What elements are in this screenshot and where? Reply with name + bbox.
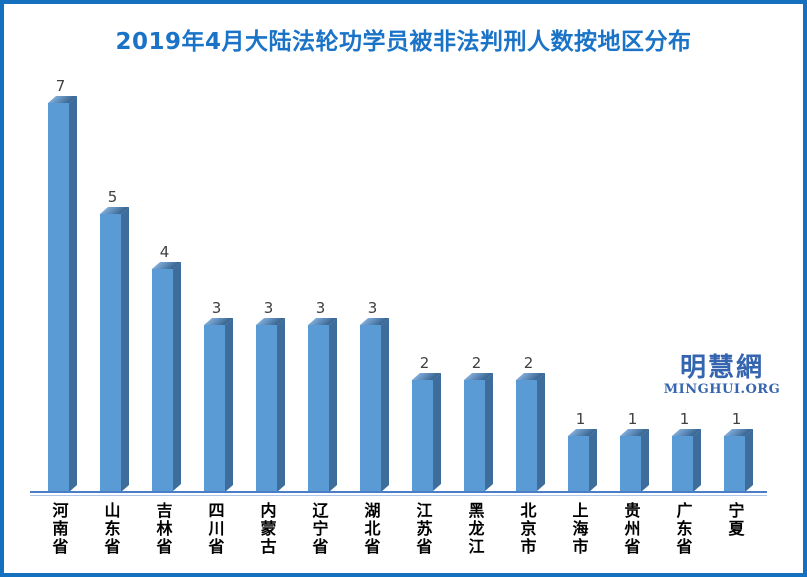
category-label-内蒙古: 内蒙古 [257,502,277,556]
bar-side-face [381,317,389,491]
bar-贵州省 [620,428,649,491]
category-label-江苏省: 江苏省 [413,502,433,556]
bar-河南省 [48,95,77,492]
bar-湖北省 [360,317,389,491]
value-label-宁夏: 1 [731,409,742,428]
category-label-北京市: 北京市 [517,502,537,556]
value-label-湖北省: 3 [367,298,378,317]
value-label-辽宁省: 3 [315,298,326,317]
value-label-广东省: 1 [679,409,690,428]
x-axis-line-shadow [30,495,767,496]
bar-山东省 [100,206,129,492]
category-label-湖北省: 湖北省 [361,502,381,556]
bar-side-face [173,261,181,491]
value-label-贵州省: 1 [627,409,638,428]
category-label-四川省: 四川省 [205,502,225,556]
bar-side-face [745,428,753,491]
value-label-北京市: 2 [523,354,534,372]
bar-side-face [225,317,233,491]
category-label-上海市: 上海市 [569,502,589,556]
value-label-内蒙古: 3 [263,298,274,317]
bar-四川省 [204,317,233,491]
minghui-watermark: 明慧網 MINGHUI.ORG [660,354,784,397]
bar-辽宁省 [308,317,337,491]
chart-title: 2019年4月大陆法轮功学员被非法判刑人数按地区分布 [115,29,692,55]
x-axis-line [30,491,767,493]
minghui-logo-cn: 明慧網 [679,353,764,383]
category-label-广东省: 广东省 [673,502,693,556]
value-label-黑龙江: 2 [471,354,482,372]
chart-canvas: 2019年4月大陆法轮功学员被非法判刑人数按地区分布 明慧網 MINGHUI.O… [4,4,803,573]
value-label-吉林省: 4 [159,243,170,261]
minghui-logo-en: MINGHUI.ORG [663,382,781,397]
bar-side-face [537,372,545,491]
bar-黑龙江 [464,372,493,491]
category-label-宁夏: 宁夏 [725,502,745,538]
category-label-黑龙江: 黑龙江 [465,502,485,556]
bar-side-face [693,428,701,491]
bar-side-face [641,428,649,491]
bar-广东省 [672,428,701,491]
bar-宁夏 [724,428,753,491]
value-label-上海市: 1 [575,409,586,428]
value-label-江苏省: 2 [419,354,430,372]
category-label-贵州省: 贵州省 [621,502,641,556]
bar-内蒙古 [256,317,285,491]
bar-江苏省 [412,372,441,491]
category-label-山东省: 山东省 [101,502,121,556]
bar-side-face [485,372,493,491]
bar-上海市 [568,428,597,491]
category-label-辽宁省: 辽宁省 [309,502,329,556]
value-label-河南省: 7 [55,76,66,95]
value-label-山东省: 5 [107,187,118,206]
category-label-吉林省: 吉林省 [153,502,173,556]
bar-side-face [433,372,441,491]
bar-北京市 [516,372,545,491]
bar-side-face [69,95,77,492]
plot-area [4,4,803,492]
bar-side-face [329,317,337,491]
value-label-四川省: 3 [211,298,222,317]
bar-side-face [121,206,129,492]
bar-吉林省 [152,261,181,491]
category-label-河南省: 河南省 [49,502,69,556]
bar-side-face [589,428,597,491]
bar-side-face [277,317,285,491]
